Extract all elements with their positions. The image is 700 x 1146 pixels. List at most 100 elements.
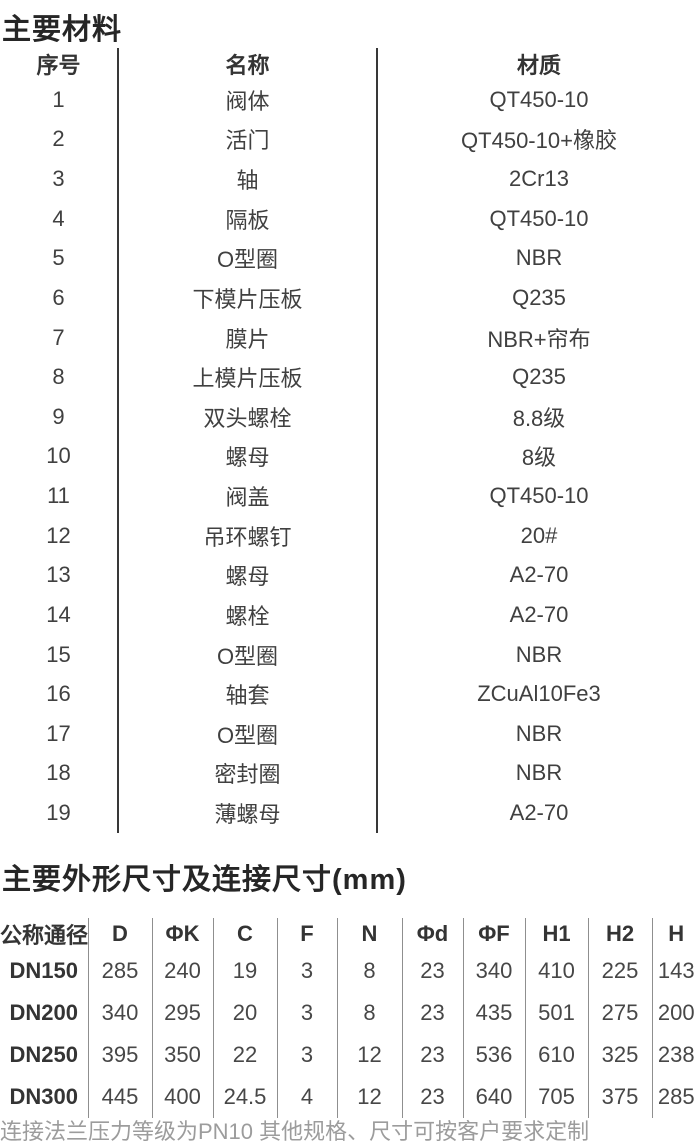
table-cell: 轴套 [117, 674, 377, 714]
table-row: 4 隔板 QT450-10 [0, 198, 700, 239]
table-cell: 22 [212, 1034, 277, 1076]
table-cell: A2-70 [376, 793, 700, 833]
dimensions-title: 主要外形尺寸及连接尺寸(mm) [2, 864, 407, 896]
table-cell: 8 [52, 364, 65, 390]
table-row: 19 薄螺母 A2-70 [0, 793, 700, 833]
table-row: 15 O型圈 NBR [0, 634, 700, 675]
table-cell: 200 [651, 992, 700, 1034]
table-cell: 325 [587, 1034, 652, 1076]
table-row: DN200 340 295 20 3 8 23 435 501 275 200 [0, 992, 700, 1034]
table-cell: 8 [336, 950, 402, 992]
table-row: 11 阀盖 QT450-10 [0, 476, 700, 516]
table-cell: A2-70 [376, 595, 700, 635]
table-cell: 285 [651, 1076, 700, 1118]
table-cell: 14 [46, 601, 71, 627]
table-cell: 23 [401, 992, 463, 1034]
table-row: 2 活门 QT450-10+橡胶 [0, 119, 700, 160]
dimensions-header-row: 公称通径 D ΦK C F N Φd ΦF H1 H2 H [0, 918, 700, 950]
dimensions-header-h1: H1 [524, 918, 588, 950]
table-row: 3 轴 2Cr13 [0, 159, 700, 199]
table-row: 9 双头螺栓 8.8级 [0, 397, 700, 437]
table-cell: NBR [376, 753, 700, 794]
table-cell: QT450-10 [376, 198, 700, 239]
table-cell: 435 [462, 992, 525, 1034]
table-cell: 4 [52, 205, 65, 231]
materials-header-row: 序号 名称 材质 [0, 48, 700, 80]
table-cell: 400 [151, 1076, 213, 1118]
table-cell: 23 [401, 950, 463, 992]
table-cell: 膜片 [117, 317, 377, 358]
materials-header-no: 序号 [36, 53, 81, 78]
table-cell: 4 [276, 1076, 337, 1118]
table-cell: 350 [151, 1034, 213, 1076]
table-row: DN150 285 240 19 3 8 23 340 410 225 143 [0, 950, 700, 992]
table-cell: DN150 [9, 958, 78, 983]
dimensions-header-dn: 公称通径 [0, 923, 88, 948]
table-cell: 5 [52, 245, 65, 271]
table-cell: 24.5 [212, 1076, 277, 1118]
table-cell: 8级 [376, 436, 700, 477]
table-cell: 螺母 [117, 555, 377, 596]
table-cell: 螺栓 [117, 595, 377, 635]
table-cell: 3 [276, 1034, 337, 1076]
table-cell: 螺母 [117, 436, 377, 477]
table-cell: ZCuAl10Fe3 [376, 674, 700, 714]
table-cell: 445 [87, 1076, 152, 1118]
table-cell: 23 [401, 1076, 463, 1118]
table-cell: NBR+帘布 [376, 317, 700, 358]
table-cell: 1 [52, 86, 65, 112]
table-row: 13 螺母 A2-70 [0, 555, 700, 596]
table-row: 16 轴套 ZCuAl10Fe3 [0, 674, 700, 714]
table-cell: QT450-10 [376, 80, 700, 120]
table-row: 14 螺栓 A2-70 [0, 595, 700, 635]
table-cell: 23 [401, 1034, 463, 1076]
table-cell: 340 [87, 992, 152, 1034]
dimensions-header-n: N [336, 918, 402, 950]
table-cell: 15 [46, 641, 71, 667]
table-cell: DN300 [9, 1084, 78, 1109]
table-cell: 2 [52, 126, 65, 152]
table-cell: 13 [46, 562, 71, 588]
table-cell: 活门 [117, 119, 377, 160]
table-cell: 12 [46, 522, 71, 548]
table-cell: 240 [151, 950, 213, 992]
table-row: 8 上模片压板 Q235 [0, 357, 700, 397]
table-cell: 隔板 [117, 198, 377, 239]
table-cell: 20 [212, 992, 277, 1034]
table-row: 1 阀体 QT450-10 [0, 80, 700, 120]
table-cell: 16 [46, 681, 71, 707]
materials-table: 序号 名称 材质 1 阀体 QT450-10 2 活门 QT450-10+橡胶 3 轴 2Cr1… [0, 48, 700, 833]
dimensions-table: 公称通径 D ΦK C F N Φd ΦF H1 H2 H DN150 285 24… [0, 918, 700, 1118]
table-cell: NBR [376, 714, 700, 754]
table-row: 10 螺母 8级 [0, 436, 700, 477]
table-cell: A2-70 [376, 555, 700, 596]
table-row: 6 下模片压板 Q235 [0, 278, 700, 318]
table-cell: 10 [46, 443, 71, 469]
table-cell: 12 [336, 1076, 402, 1118]
table-cell: 8.8级 [376, 397, 700, 437]
table-row: 12 吊环螺钉 20# [0, 515, 700, 556]
dimensions-header-phik: ΦK [151, 918, 213, 950]
dimensions-header-h2: H2 [587, 918, 652, 950]
table-cell: 3 [276, 950, 337, 992]
table-cell: 225 [587, 950, 652, 992]
dimensions-header-c: C [212, 918, 277, 950]
table-cell: 20# [376, 515, 700, 556]
table-cell: QT450-10+橡胶 [376, 119, 700, 160]
table-cell: 18 [46, 760, 71, 786]
table-cell: O型圈 [117, 634, 377, 675]
table-cell: 19 [46, 800, 71, 826]
table-cell: O型圈 [117, 714, 377, 754]
table-cell: 275 [587, 992, 652, 1034]
table-cell: 8 [336, 992, 402, 1034]
table-cell: 2Cr13 [376, 159, 700, 199]
table-cell: 3 [52, 166, 65, 192]
table-cell: 薄螺母 [117, 793, 377, 833]
table-cell: NBR [376, 634, 700, 675]
table-cell: 11 [47, 483, 70, 509]
table-row: 18 密封圈 NBR [0, 753, 700, 794]
table-cell: 705 [524, 1076, 588, 1118]
footer-note: 连接法兰压力等级为PN10 其他规格、尺寸可按客户要求定制 [0, 1119, 590, 1144]
table-cell: 7 [52, 324, 65, 350]
materials-header-name: 名称 [117, 48, 377, 80]
